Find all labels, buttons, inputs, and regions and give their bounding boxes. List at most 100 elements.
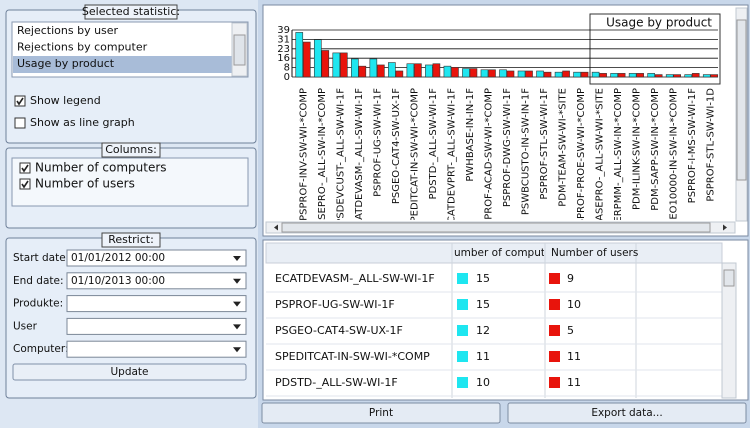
bar [432, 63, 441, 78]
x-tick-label: PDM-TEAM-SW-WI-*SITE [558, 88, 569, 207]
x-tick-label: PDM-SAPP-SW-IN-*COMP [650, 88, 661, 211]
cell-value: 15 [476, 272, 490, 285]
bar [295, 32, 304, 78]
bar [377, 64, 385, 78]
checkbox-label[interactable]: Number of computers [35, 161, 167, 175]
bar [388, 62, 396, 78]
h-scroll-thumb[interactable] [281, 222, 711, 233]
x-tick-label: PDBASEPRO-_ALL-SW-WI-*SITE [595, 88, 606, 241]
table-scroll-thumb[interactable] [723, 269, 735, 287]
cell-value: 10 [476, 376, 490, 389]
checkbox[interactable] [19, 162, 31, 174]
x-tick-label: PSPROF-STL-SW-WI-1F [539, 88, 550, 200]
y-tick-label: 39 [277, 25, 290, 36]
bar [302, 41, 311, 78]
combo-arrow [233, 324, 241, 330]
bar [628, 73, 637, 78]
combo-arrow [233, 278, 241, 284]
combo-box[interactable] [66, 295, 247, 313]
column-header: Number of users [551, 247, 638, 259]
scroll-arrow [723, 224, 727, 231]
bar [499, 69, 507, 78]
bar [673, 74, 681, 78]
combo-box[interactable] [66, 317, 247, 335]
group-title: Restrict: [108, 233, 154, 246]
group-title-box [101, 142, 161, 158]
color-swatch [457, 377, 468, 388]
columns-box [11, 157, 249, 207]
list-item[interactable]: Rejections by user [17, 24, 119, 37]
x-tick-label: ECATDEVPRT-_ALL-SW-WI-1F [446, 88, 457, 230]
bar [610, 73, 618, 78]
checkbox-label[interactable]: Show as line graph [30, 116, 135, 129]
color-swatch [457, 299, 468, 310]
color-swatch [549, 351, 560, 362]
combo-box[interactable] [66, 272, 247, 290]
x-tick-label: PSPROF-STL-SW-WI-1D [706, 88, 717, 202]
checkbox[interactable] [14, 117, 26, 129]
group-title: Selected statistic: [82, 5, 180, 18]
bar [617, 73, 626, 78]
button-label[interactable]: Print [369, 407, 393, 419]
button[interactable] [507, 402, 747, 424]
cell-value: 9 [567, 272, 574, 285]
bar [580, 71, 589, 78]
row-name: PSPROF-UG-SW-WI-1F [275, 298, 395, 311]
bar [684, 74, 693, 78]
color-swatch [549, 299, 560, 310]
color-swatch [457, 325, 468, 336]
button-label[interactable]: Export data... [591, 407, 662, 419]
checkbox[interactable] [19, 178, 31, 190]
bar [591, 71, 600, 78]
checkbox[interactable] [14, 95, 26, 107]
bar [395, 70, 404, 78]
cell-value: 15 [476, 298, 490, 311]
y-tick-label: 31 [277, 34, 290, 45]
list-item[interactable]: Rejections by computer [17, 41, 148, 54]
bar [469, 68, 478, 78]
bar [462, 68, 470, 78]
checkmark [21, 164, 29, 173]
combo-arrow [233, 301, 241, 307]
chart-panel [262, 4, 749, 237]
v-scroll-thumb[interactable] [736, 19, 747, 181]
bar [562, 70, 570, 78]
bar [340, 52, 348, 78]
bar [443, 65, 452, 78]
update-button[interactable] [12, 363, 247, 381]
checkmark [16, 97, 24, 106]
checkbox-label[interactable]: Show legend [30, 94, 101, 107]
bar [536, 70, 544, 78]
bar [414, 63, 422, 78]
color-swatch [549, 325, 560, 336]
cell-value: 5 [567, 324, 574, 337]
x-tick-label: BASEPRO-_ALL-SW-IN-*COMP [317, 88, 328, 234]
bar [351, 58, 359, 78]
cell-value: 11 [567, 376, 581, 389]
y-tick-label: 23 [277, 44, 290, 55]
x-tick-label: PSPROF-I-MS-SW-WI-1F [687, 88, 698, 204]
button[interactable] [261, 402, 501, 424]
cell-value: 11 [476, 350, 490, 363]
combo-box[interactable] [66, 340, 247, 358]
bar [543, 71, 552, 78]
bar [691, 73, 700, 78]
x-tick-label: PSPROF-INV-SW-WI-*COMP [298, 88, 309, 221]
checkbox-label[interactable]: Number of users [35, 177, 135, 191]
update-button-label[interactable]: Update [110, 366, 148, 378]
checkmark [21, 180, 29, 189]
x-tick-label: PSPROF-DWG-SW-WI-1F [502, 88, 513, 207]
y-tick-label: 16 [277, 53, 290, 64]
combo-box[interactable] [66, 249, 247, 267]
table-v-scrollbar[interactable] [721, 262, 737, 399]
y-tick-label: 8 [284, 63, 290, 74]
bar [480, 69, 489, 78]
table-body: ECATDEVASM-_ALL-SW-WI-1F 15 9 PSPROF-UG-SW-… [266, 272, 722, 397]
bar [636, 73, 644, 78]
list-item[interactable]: Usage by product [17, 57, 115, 70]
field-label: Start date: [13, 252, 69, 264]
bar [488, 69, 496, 78]
x-tick-label: PDSTD-_ALL-SW-WI-1F [428, 88, 439, 200]
list-scroll-thumb[interactable] [233, 34, 246, 66]
combo-value: 01/01/2012 00:00 [71, 252, 165, 264]
